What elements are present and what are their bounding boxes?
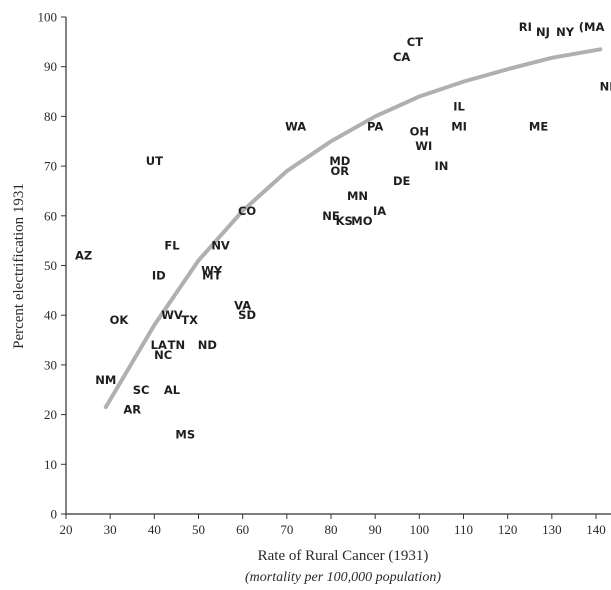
x-tick-label: 40: [148, 522, 161, 537]
state-point-wi: WI: [415, 139, 432, 153]
state-point-ar: AR: [123, 403, 141, 417]
state-point-mn: MN: [347, 189, 368, 203]
x-tick-label: 110: [454, 522, 473, 537]
state-point-nv: NV: [211, 239, 230, 253]
state-point-or: OR: [331, 164, 350, 178]
x-tick-label: 50: [192, 522, 205, 537]
y-tick-label: 10: [44, 457, 57, 472]
x-axis-title: Rate of Rural Cancer (1931): [258, 548, 429, 564]
y-tick-label: 90: [44, 59, 57, 74]
state-point-ia: IA: [373, 204, 386, 218]
x-tick-label: 130: [542, 522, 562, 537]
state-point-nh: NH: [600, 80, 611, 94]
y-tick-label: 30: [44, 357, 57, 372]
y-tick-label: 70: [44, 159, 57, 174]
y-tick-label: 0: [51, 507, 58, 522]
state-point-ks: KS: [336, 214, 353, 228]
state-point-co: CO: [238, 204, 256, 218]
x-tick-label: 60: [236, 522, 249, 537]
state-point-md: MD: [329, 154, 350, 168]
state-point-ms: MS: [175, 427, 195, 441]
state-point-ct: CT: [407, 35, 423, 49]
y-tick-label: 100: [38, 10, 58, 25]
state-point-tx: TX: [181, 313, 198, 327]
trend-curve: [103, 47, 603, 410]
state-point-va: VA: [234, 298, 251, 312]
state-point-tn: TN: [168, 338, 185, 352]
state-point-ut: UT: [146, 154, 163, 168]
state-point-az: AZ: [75, 249, 92, 263]
state-point-ne: NE: [322, 209, 340, 223]
x-tick-label: 80: [325, 522, 338, 537]
state-point-me: ME: [529, 119, 548, 133]
state-point-oh: OH: [410, 124, 429, 138]
x-tick-label: 120: [498, 522, 518, 537]
state-point-sc: SC: [133, 383, 150, 397]
state-point-id: ID: [152, 268, 166, 282]
trend-curve-layer: [103, 47, 603, 410]
state-point-ok: OK: [110, 313, 130, 327]
state-point-nd: ND: [198, 338, 217, 352]
x-tick-label: 70: [280, 522, 293, 537]
state-point-nm: NM: [95, 373, 116, 387]
state-point-de: DE: [393, 174, 411, 188]
y-axis-title: Percent electrification 1931: [11, 183, 27, 349]
state-point-ny: NY: [556, 25, 575, 39]
state-point-il: IL: [453, 99, 465, 113]
y-axis-ticks: 0 10 20 30 40 50 60 70 80 90 100: [38, 10, 66, 522]
x-axis-ticks: 20 30 40 50 60 70 80 90 100 110 120 130 140: [60, 514, 606, 537]
state-point-nj: NJ: [536, 25, 550, 39]
state-point-wa: WA: [285, 119, 306, 133]
state-point-al: AL: [164, 383, 181, 397]
state-point-sd: SD: [238, 308, 256, 322]
x-tick-label: 90: [369, 522, 382, 537]
state-point-mo: MO: [351, 214, 372, 228]
state-point-fl: FL: [164, 239, 180, 253]
state-point-nc: NC: [154, 348, 172, 362]
y-tick-label: 40: [44, 308, 57, 323]
state-point-wv: WV: [161, 308, 183, 322]
state-point-ca: CA: [393, 50, 410, 64]
x-axis-subtitle: (mortality per 100,000 population): [245, 570, 441, 585]
x-tick-label: 100: [410, 522, 430, 537]
state-point-mt: MT: [202, 268, 221, 282]
state-point-in: IN: [434, 159, 448, 173]
y-tick-label: 50: [44, 258, 57, 273]
y-tick-label: 80: [44, 109, 57, 124]
state-point-ri: RI: [519, 20, 532, 34]
state-point-ma: (MA: [579, 20, 605, 34]
x-tick-label: 30: [104, 522, 117, 537]
state-point-la: LA: [151, 338, 167, 352]
state-point-mi: MI: [451, 119, 467, 133]
x-tick-label: 20: [60, 522, 73, 537]
state-point-wy: WY: [201, 263, 223, 277]
x-tick-label: 140: [586, 522, 606, 537]
y-tick-label: 60: [44, 208, 57, 223]
state-point-pa: PA: [367, 119, 383, 133]
y-tick-label: 20: [44, 407, 57, 422]
